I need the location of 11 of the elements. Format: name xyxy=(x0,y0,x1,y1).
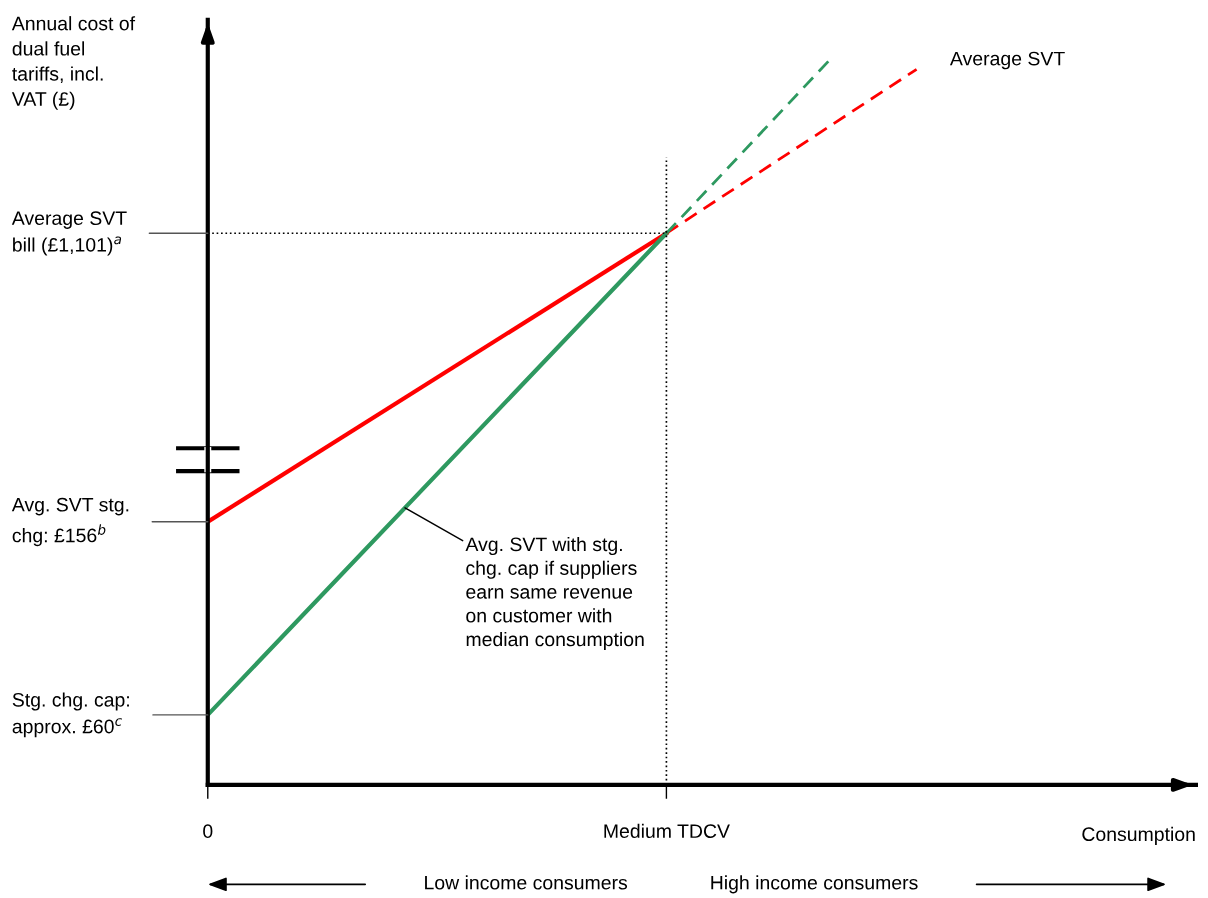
series-label: Average SVT xyxy=(949,51,1065,70)
x-tick-label: 0 xyxy=(203,824,213,839)
annotation: Avg. SVT stg. chg: £156$^{b}$ xyxy=(11,497,129,547)
text: High income consumers xyxy=(711,875,918,894)
annotation: Avg. SVT with stg. chg. cap if suppliers earn same revenue on customer with median consumption xyxy=(465,536,644,651)
x-tick-label: Medium TDCV xyxy=(604,823,730,839)
text: Low income consumers xyxy=(425,875,628,890)
annotation: Stg. chg. cap: approx. £60$^{c}$ xyxy=(12,692,129,738)
x-axis-title: Consumption xyxy=(1082,826,1195,845)
y-axis-title: Annual cost of dual fuel tariffs, incl. VAT (£) xyxy=(11,16,136,110)
annotation: Average SVT bill (£1,101)$^{a}$ xyxy=(11,211,127,256)
